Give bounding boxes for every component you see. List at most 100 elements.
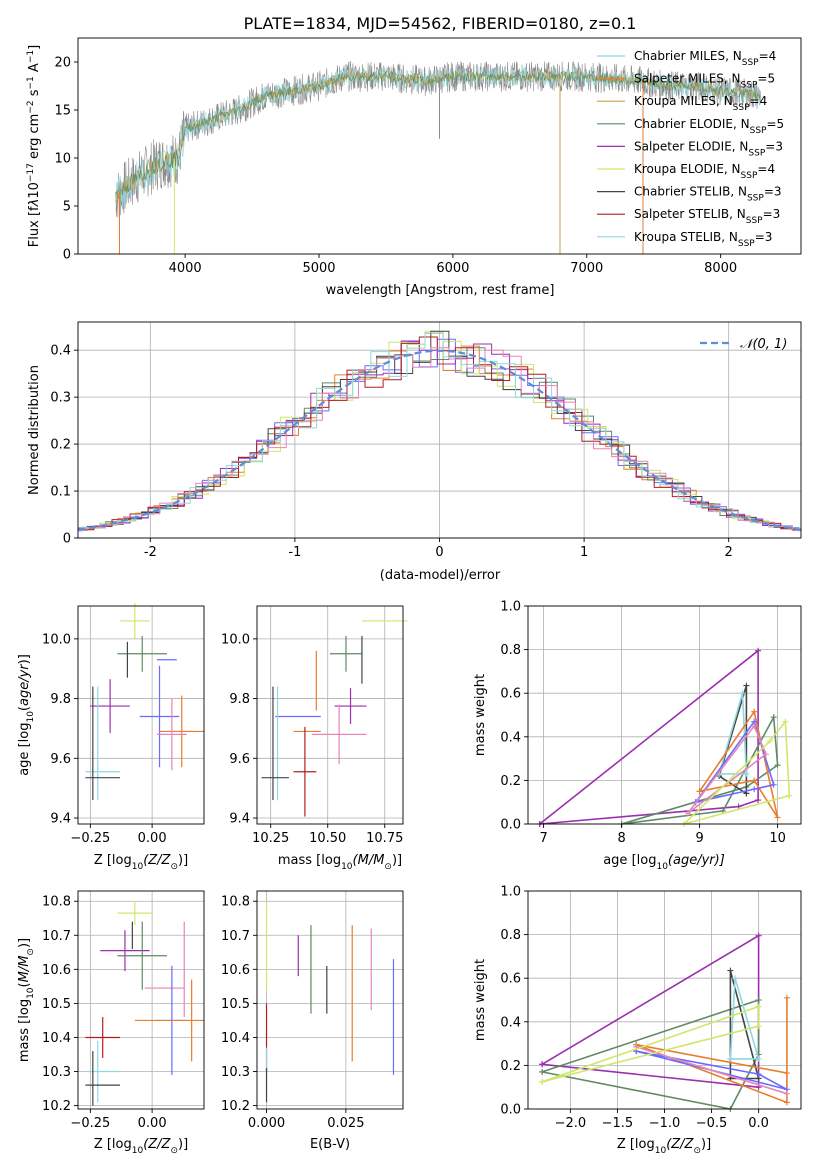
legend-label: Chabrier ELODIE, NSSP=5 — [634, 117, 784, 136]
age-vs-mass-panel: 10.25 10.50 10.75 9.4 9.6 9.8 10.0 mass [log10… — [221, 605, 408, 872]
y-tick-label: 10.3 — [221, 1065, 250, 1080]
weight-point-marker — [727, 967, 734, 974]
weight-point-marker — [727, 1055, 734, 1062]
residuals-ylabel: Normed distribution — [27, 365, 42, 495]
x-tick-label: 0.025 — [327, 1116, 364, 1131]
x-tick-label: 7 — [539, 831, 547, 846]
y-tick-label: 0.4 — [500, 730, 521, 745]
figure-title: PLATE=1834, MJD=54562, FIBERID=0180, z=0… — [244, 14, 637, 33]
y-tick-label: 10.5 — [42, 997, 71, 1012]
legend-label: Salpeter MILES, NSSP=5 — [634, 72, 775, 91]
normal-curve — [77, 349, 802, 531]
weight-point-marker — [732, 975, 739, 982]
mass-vs-EBV-xlabel: E(B-V) — [310, 1137, 350, 1152]
weight-point-marker — [783, 1070, 790, 1077]
weight-point-marker — [743, 682, 750, 689]
y-tick-label: 15 — [54, 104, 71, 119]
weight-point-marker — [755, 1055, 762, 1062]
legend-label: Chabrier STELIB, NSSP=3 — [634, 185, 782, 204]
y-tick-label: 0.0 — [500, 1103, 521, 1118]
y-tick-label: 0.4 — [50, 344, 71, 359]
x-tick-label: 7000 — [570, 261, 603, 276]
y-tick-label: 0.3 — [50, 391, 71, 406]
y-tick-label: 10.7 — [221, 929, 250, 944]
x-tick-label: 8000 — [704, 261, 737, 276]
weight-point-marker — [770, 781, 777, 788]
weight-point-marker — [751, 722, 758, 729]
normal-legend-label: 𝒩(0, 1) — [740, 337, 787, 352]
y-tick-label: 9.4 — [229, 812, 250, 827]
y-tick-label: 5 — [63, 200, 71, 215]
weight-series-line — [621, 714, 779, 825]
y-tick-label: 0.2 — [50, 438, 71, 453]
x-tick-label: 1 — [580, 545, 588, 560]
age-vs-Z-xlabel: Z [log10(Z/Z⊙)] — [94, 853, 188, 872]
y-tick-label: 10 — [54, 152, 71, 167]
legend-label: Kroupa MILES, NSSP=4 — [634, 94, 767, 113]
weight-point-marker — [770, 714, 777, 721]
weight-point-marker — [539, 1068, 546, 1075]
y-tick-label: 0.6 — [500, 687, 521, 702]
legend-label: Kroupa STELIB, NSSP=3 — [634, 230, 772, 249]
age-vs-mass-xlabel: mass [log10(M/M⊙)] — [278, 853, 402, 872]
x-tick-label: −0.5 — [696, 1116, 728, 1131]
mass-vs-Z-ylabel: mass [log10(M/M⊙)] — [17, 938, 36, 1062]
y-tick-label: 0.2 — [500, 1059, 521, 1074]
mass-vs-Z-xlabel: Z [log10(Z/Z⊙)] — [94, 1137, 188, 1156]
weight-point-marker — [755, 932, 762, 939]
weight-point-marker — [762, 751, 769, 758]
weight-point-marker — [751, 777, 758, 784]
weight-vs-age-ylabel: mass weight — [473, 674, 488, 756]
y-tick-label: 9.8 — [50, 692, 71, 707]
x-tick-label: 5000 — [302, 261, 335, 276]
y-tick-label: 1.0 — [500, 885, 521, 900]
y-tick-label: 1.0 — [500, 600, 521, 615]
y-tick-label: 0.4 — [500, 1015, 521, 1030]
weight-vs-age-panel: 7 8 9 10 0.0 0.2 0.4 0.6 0.8 1.0 age [log10(age/y… — [473, 600, 802, 872]
y-tick-label: 10.6 — [42, 963, 71, 978]
x-tick-label: 10.25 — [252, 831, 289, 846]
spectrum-panel: 4000 5000 6000 7000 8000 0 5 10 15 20 wavelength … — [26, 37, 802, 298]
weight-point-marker — [539, 1061, 546, 1068]
x-tick-label: −1.5 — [602, 1116, 634, 1131]
y-tick-label: 0.0 — [500, 818, 521, 833]
y-tick-label: 10.0 — [42, 632, 71, 647]
weight-point-marker — [783, 994, 790, 1001]
x-tick-label: 0 — [435, 545, 443, 560]
x-tick-label: 0.00 — [138, 1116, 167, 1131]
y-tick-label: 10.2 — [42, 1099, 71, 1114]
y-tick-label: 9.8 — [229, 692, 250, 707]
legend-label: Kroupa ELODIE, NSSP=4 — [634, 162, 775, 181]
x-tick-label: 9 — [695, 831, 703, 846]
weight-point-marker — [696, 788, 703, 795]
y-tick-label: 10.0 — [221, 632, 250, 647]
weight-vs-Z-panel: −2.0 −1.5 −1.0 −0.5 0.0 0.0 0.2 0.4 0.6 0.8 1.0 Z … — [473, 885, 802, 1156]
x-tick-label: −0.25 — [70, 1116, 110, 1131]
weight-point-marker — [766, 738, 773, 745]
y-tick-label: 10.4 — [221, 1031, 250, 1046]
mass-vs-EBV-panel: 0.000 0.025 10.2 10.3 10.4 10.5 10.6 10.7 10.8 E… — [221, 890, 404, 1152]
y-tick-label: 20 — [54, 56, 71, 71]
weight-point-marker — [774, 814, 781, 821]
weight-point-marker — [783, 1090, 790, 1097]
residuals-xlabel: (data-model)/error — [380, 568, 501, 583]
weight-point-marker — [755, 1023, 762, 1030]
x-tick-label: 0.00 — [138, 831, 167, 846]
y-tick-label: 10.5 — [221, 997, 250, 1012]
weight-point-marker — [783, 1099, 790, 1106]
y-tick-label: 0 — [63, 532, 71, 547]
y-tick-label: 10.4 — [42, 1031, 71, 1046]
y-tick-label: 9.6 — [50, 752, 71, 767]
y-tick-label: 10.2 — [221, 1099, 250, 1114]
weight-series-line — [539, 649, 759, 825]
spectrum-series-line — [115, 69, 761, 203]
y-tick-label: 10.8 — [221, 895, 250, 910]
y-tick-label: 0.6 — [500, 972, 521, 987]
mass-vs-Z-panel: −0.25 0.00 10.2 10.3 10.4 10.5 10.6 10.7 10.8 Z … — [17, 890, 205, 1156]
weight-point-marker — [751, 786, 758, 793]
weight-vs-Z-ylabel: mass weight — [473, 959, 488, 1041]
weight-series-line — [636, 997, 788, 1104]
weight-point-marker — [755, 647, 762, 654]
weight-point-marker — [786, 792, 793, 799]
